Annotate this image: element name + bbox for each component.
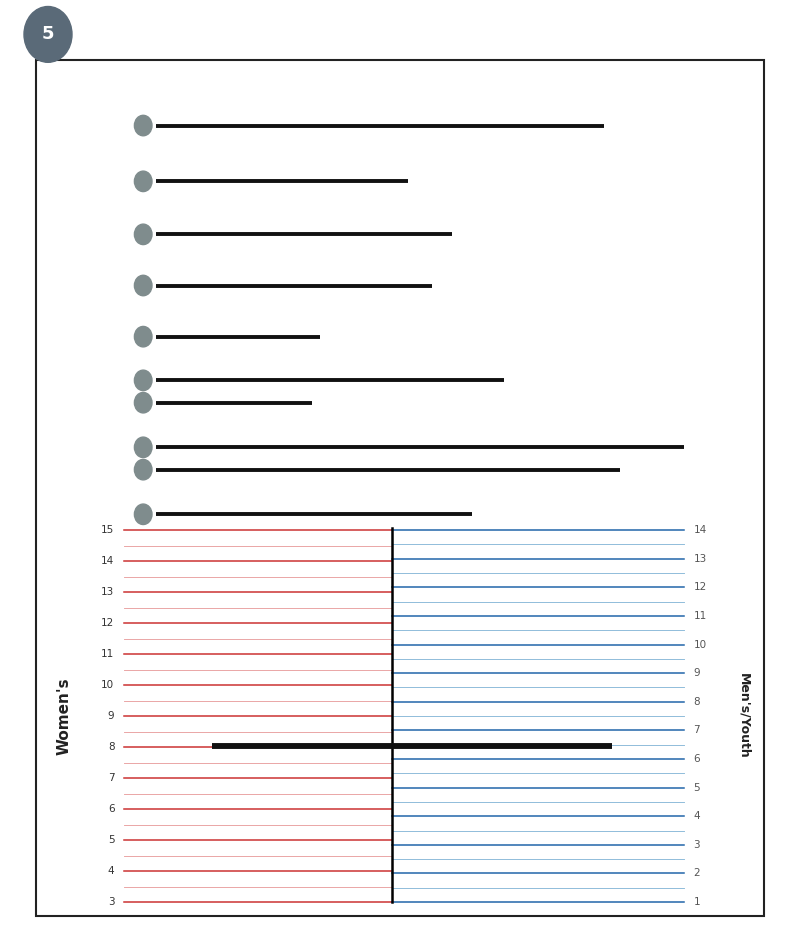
Circle shape [24, 7, 72, 62]
Text: 11: 11 [101, 649, 114, 659]
Circle shape [134, 275, 152, 296]
Circle shape [134, 171, 152, 192]
Circle shape [134, 326, 152, 347]
Text: 7: 7 [108, 773, 114, 783]
Text: 5: 5 [108, 835, 114, 845]
Text: Women's: Women's [57, 677, 71, 755]
FancyBboxPatch shape [36, 60, 764, 916]
Circle shape [134, 459, 152, 480]
Text: 4: 4 [694, 811, 700, 821]
Circle shape [134, 370, 152, 391]
Text: 10: 10 [102, 680, 114, 690]
Text: 7: 7 [694, 725, 700, 736]
Text: 4: 4 [108, 866, 114, 876]
Circle shape [134, 437, 152, 458]
Circle shape [134, 115, 152, 136]
Text: 2: 2 [694, 869, 700, 879]
Text: 6: 6 [694, 754, 700, 764]
Text: 12: 12 [694, 582, 707, 592]
Text: 14: 14 [101, 556, 114, 566]
Circle shape [134, 224, 152, 245]
Text: 11: 11 [694, 611, 707, 621]
Text: 8: 8 [108, 742, 114, 752]
Text: 13: 13 [101, 587, 114, 597]
Text: 5: 5 [694, 783, 700, 792]
Text: Men's/Youth: Men's/Youth [738, 673, 750, 759]
Text: 8: 8 [694, 697, 700, 707]
Text: 5: 5 [42, 25, 54, 44]
Text: 9: 9 [694, 668, 700, 678]
Text: 3: 3 [108, 897, 114, 907]
Text: 14: 14 [694, 525, 707, 535]
Text: 6: 6 [108, 804, 114, 814]
Text: 1: 1 [694, 897, 700, 907]
Circle shape [134, 504, 152, 525]
Circle shape [134, 392, 152, 413]
Text: 15: 15 [101, 525, 114, 535]
Text: 13: 13 [694, 553, 707, 564]
Text: 10: 10 [694, 640, 706, 649]
Text: 12: 12 [101, 618, 114, 628]
Text: 3: 3 [694, 840, 700, 850]
Text: 9: 9 [108, 711, 114, 721]
